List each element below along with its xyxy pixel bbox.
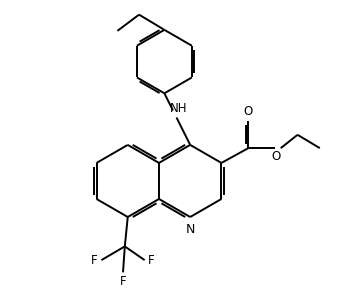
Text: O: O xyxy=(244,105,253,118)
Text: F: F xyxy=(120,275,126,288)
Text: F: F xyxy=(148,254,155,267)
Text: NH: NH xyxy=(170,102,187,114)
Text: F: F xyxy=(91,254,98,267)
Text: O: O xyxy=(272,150,281,163)
Text: N: N xyxy=(185,223,195,236)
